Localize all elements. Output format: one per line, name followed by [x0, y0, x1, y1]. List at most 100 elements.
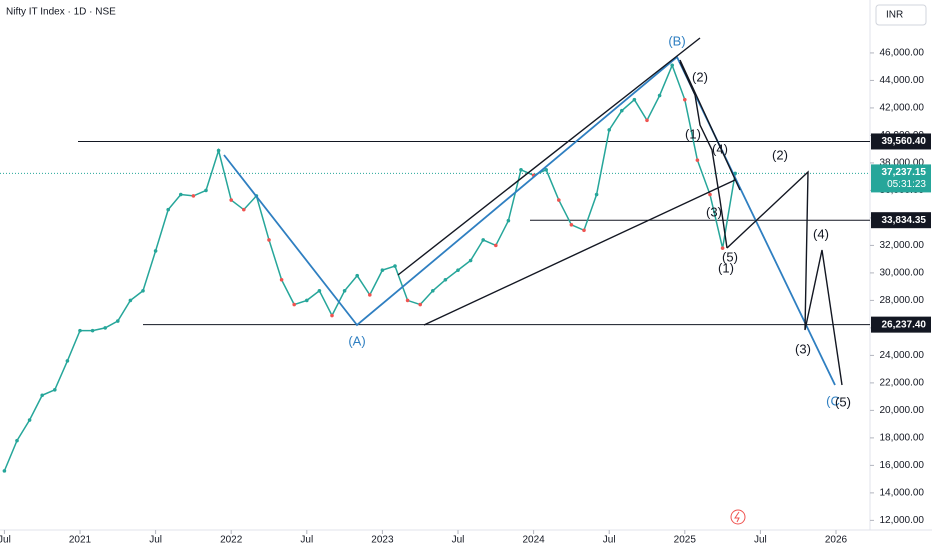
marks [0, 63, 870, 473]
price-point [229, 198, 233, 202]
price-point [683, 97, 687, 102]
currency-label: INR [886, 10, 903, 21]
y-tick-label: 28,000.00 [880, 295, 925, 306]
y-tick-label: 18,000.00 [880, 433, 925, 444]
countdown-label: 05:31:23 [887, 179, 926, 190]
y-tick-label: 12,000.00 [880, 515, 925, 526]
price-point [506, 218, 511, 223]
y-tick-label: 24,000.00 [880, 350, 925, 361]
y-tick-label: 14,000.00 [880, 488, 925, 499]
price-point [166, 207, 170, 212]
wave-label: (5) [835, 394, 851, 409]
price-point [267, 238, 271, 242]
wave-label: (3) [795, 341, 811, 356]
x-tick-label: 2026 [825, 535, 848, 546]
y-tick-label: 16,000.00 [880, 460, 925, 471]
chart-title: Nifty IT Index · 1D · NSE [6, 7, 116, 18]
x-tick-label: 2021 [69, 535, 92, 546]
price-point [494, 243, 498, 248]
price-point [431, 288, 435, 293]
price-point [90, 328, 95, 333]
price-point [355, 273, 360, 278]
price-point [443, 277, 448, 282]
wave-label: (5) [722, 249, 738, 264]
projection-line [726, 170, 843, 386]
wave-label: (A) [348, 333, 365, 348]
x-tick-label: 2022 [220, 535, 243, 546]
price-point [78, 328, 82, 333]
y-tick-label: 32,000.00 [880, 240, 925, 251]
price-point [15, 438, 19, 443]
x-tick-label: Jul [0, 535, 11, 546]
wave-label: (3) [706, 204, 722, 219]
price-point [305, 298, 309, 303]
level-label: 33,834.35 [882, 215, 927, 226]
wave-line [679, 59, 741, 191]
price-point [65, 359, 70, 363]
wave-label: (1) [718, 260, 734, 275]
price-point [720, 246, 725, 250]
wave-label: (2) [772, 147, 788, 162]
price-point [40, 393, 44, 398]
price-point [544, 167, 548, 172]
price-point [342, 288, 347, 293]
price-point [557, 198, 561, 202]
price-point [317, 288, 322, 293]
drawings [223, 37, 843, 386]
price-point [393, 264, 397, 268]
channel-line [397, 37, 701, 276]
price-point [708, 192, 712, 197]
price-point [103, 326, 107, 330]
price-point [519, 167, 523, 172]
price-point [468, 258, 473, 263]
price-point [620, 108, 624, 113]
price-point [27, 418, 32, 422]
price-point [179, 192, 183, 197]
y-tick-label: 38,000.00 [880, 158, 925, 169]
price-point [368, 293, 372, 297]
wave-labels: (A) (B) (C (1) (2) (3) (4) (5) (1) (2) (… [348, 33, 851, 409]
price-point [569, 222, 574, 227]
channel-line [423, 179, 736, 326]
price-point [128, 298, 133, 303]
x-tick-label: Jul [149, 535, 162, 546]
y-tick-label: 44,000.00 [880, 75, 925, 86]
price-point [418, 302, 423, 307]
event-icon[interactable] [730, 509, 746, 525]
price-point [292, 302, 297, 307]
x-tick-label: Jul [452, 535, 465, 546]
price-point [153, 249, 158, 253]
y-tick-label: 22,000.00 [880, 378, 925, 389]
wave-label: (4) [712, 141, 728, 156]
wave-line [679, 61, 728, 249]
price-point [645, 118, 649, 123]
wave-label: (2) [692, 69, 708, 84]
y-tick-label: 42,000.00 [880, 103, 925, 114]
wave-label: (1) [685, 126, 701, 141]
last-price-label: 37,237.15 [882, 167, 927, 178]
wave-label: (4) [813, 226, 829, 241]
wave-label: (B) [668, 33, 685, 48]
price-point [657, 93, 662, 98]
price-point [279, 277, 284, 282]
axis-labels: 12,000.00 14,000.00 16,000.00 18,000.00 20,0… [0, 48, 931, 546]
x-tick-label: 2025 [674, 535, 697, 546]
price-point [242, 207, 246, 212]
currency-button[interactable] [875, 4, 927, 26]
price-point [481, 238, 486, 242]
wave-label: (C [826, 393, 840, 408]
price-point [607, 128, 611, 132]
last-price-tag [871, 164, 931, 193]
price-point [670, 63, 674, 68]
price-point [582, 228, 586, 233]
price-point [330, 313, 334, 318]
level-tag [871, 212, 931, 229]
x-tick-label: Jul [754, 535, 767, 546]
price-point [116, 319, 120, 323]
price-point [2, 469, 7, 473]
price-point [405, 298, 410, 303]
x-tick-label: Jul [603, 535, 616, 546]
price-point [141, 288, 145, 293]
level-tag [871, 316, 931, 333]
level-tag [871, 133, 931, 150]
